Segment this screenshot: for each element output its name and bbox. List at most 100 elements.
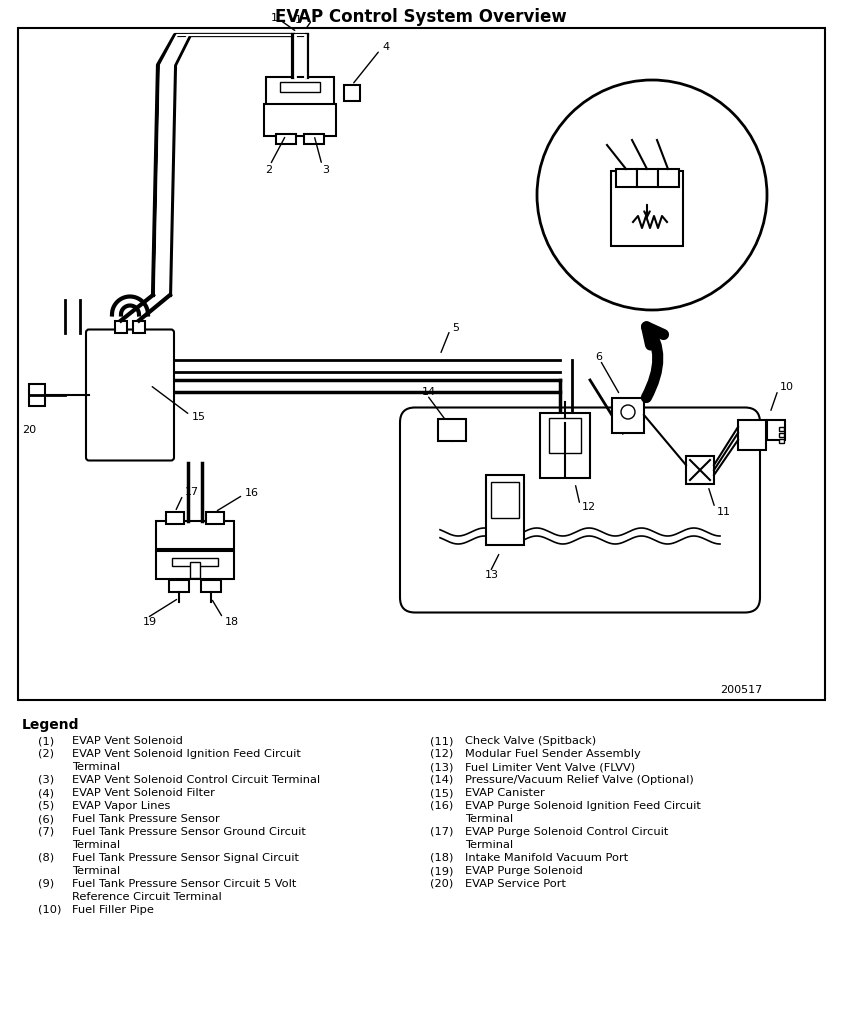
- Text: EVAP Canister: EVAP Canister: [465, 788, 545, 798]
- Text: (4): (4): [38, 788, 54, 798]
- Bar: [778, 433, 783, 437]
- Text: (18): (18): [430, 853, 454, 863]
- Text: (6): (6): [38, 814, 54, 824]
- Text: (5): (5): [38, 801, 54, 811]
- Bar: [304, 134, 324, 144]
- Text: 17: 17: [185, 487, 199, 497]
- Text: (10): (10): [38, 905, 62, 915]
- Text: (8): (8): [38, 853, 54, 863]
- Text: (14): (14): [430, 775, 454, 785]
- Circle shape: [621, 406, 635, 419]
- Bar: [172, 558, 218, 566]
- Text: Terminal: Terminal: [72, 840, 120, 850]
- Bar: [190, 562, 200, 578]
- Text: (16): (16): [430, 801, 454, 811]
- Text: EVAP Purge Solenoid: EVAP Purge Solenoid: [465, 866, 583, 876]
- Text: Fuel Filler Pipe: Fuel Filler Pipe: [72, 905, 154, 915]
- Bar: [438, 419, 466, 441]
- Text: 18: 18: [225, 617, 239, 627]
- Text: EVAP Purge Solenoid Control Circuit: EVAP Purge Solenoid Control Circuit: [465, 827, 668, 837]
- Bar: [266, 77, 334, 109]
- Text: (1): (1): [38, 736, 54, 746]
- Text: 6: 6: [595, 352, 602, 362]
- Text: Reference Circuit Terminal: Reference Circuit Terminal: [72, 892, 222, 902]
- Text: 2: 2: [265, 165, 272, 175]
- Text: 19: 19: [143, 617, 157, 627]
- Text: (9): (9): [38, 879, 54, 889]
- Text: EVAP Control System Overview: EVAP Control System Overview: [275, 8, 566, 26]
- Bar: [156, 521, 234, 549]
- Text: (19): (19): [430, 866, 454, 876]
- Bar: [738, 420, 766, 450]
- Text: 7: 7: [606, 132, 614, 142]
- FancyBboxPatch shape: [400, 408, 760, 612]
- Text: (17): (17): [430, 827, 454, 837]
- Text: (12): (12): [430, 749, 454, 759]
- Text: 11: 11: [717, 507, 731, 517]
- Text: Pressure/Vacuum Relief Valve (Optional): Pressure/Vacuum Relief Valve (Optional): [465, 775, 694, 785]
- Text: EVAP Vent Solenoid: EVAP Vent Solenoid: [72, 736, 183, 746]
- Bar: [658, 169, 679, 187]
- Text: Modular Fuel Sender Assembly: Modular Fuel Sender Assembly: [465, 749, 641, 759]
- Text: Terminal: Terminal: [72, 866, 120, 876]
- Text: 9: 9: [657, 127, 663, 137]
- FancyBboxPatch shape: [86, 330, 174, 461]
- Bar: [206, 512, 224, 524]
- Bar: [615, 169, 636, 187]
- Text: (2): (2): [38, 749, 54, 759]
- Text: Fuel Tank Pressure Sensor Signal Circuit: Fuel Tank Pressure Sensor Signal Circuit: [72, 853, 299, 863]
- Bar: [115, 321, 127, 333]
- Bar: [686, 456, 714, 484]
- Circle shape: [537, 80, 767, 310]
- Text: Legend: Legend: [22, 718, 79, 732]
- Text: 16: 16: [245, 488, 259, 498]
- Bar: [276, 134, 296, 144]
- Text: 15: 15: [192, 412, 206, 422]
- Text: 3: 3: [322, 165, 329, 175]
- Text: Terminal: Terminal: [72, 762, 120, 772]
- Bar: [156, 551, 234, 579]
- Text: 5: 5: [452, 323, 459, 333]
- Bar: [778, 427, 783, 431]
- Text: EVAP Service Port: EVAP Service Port: [465, 879, 566, 889]
- Text: Terminal: Terminal: [465, 814, 513, 824]
- Bar: [133, 321, 145, 333]
- Text: Check Valve (Spitback): Check Valve (Spitback): [465, 736, 596, 746]
- Text: 8: 8: [631, 127, 638, 137]
- Text: Terminal: Terminal: [465, 840, 513, 850]
- Text: Fuel Tank Pressure Sensor Ground Circuit: Fuel Tank Pressure Sensor Ground Circuit: [72, 827, 306, 837]
- Bar: [540, 413, 590, 477]
- Text: (20): (20): [430, 879, 454, 889]
- Bar: [549, 418, 581, 453]
- Text: 1: 1: [295, 15, 302, 25]
- Text: EVAP Vapor Lines: EVAP Vapor Lines: [72, 801, 170, 811]
- Bar: [280, 82, 320, 92]
- Text: 12: 12: [582, 502, 596, 512]
- Bar: [166, 512, 184, 524]
- Text: Fuel Tank Pressure Sensor Circuit 5 Volt: Fuel Tank Pressure Sensor Circuit 5 Volt: [72, 879, 297, 889]
- Text: (15): (15): [430, 788, 454, 798]
- Bar: [612, 397, 644, 432]
- Bar: [344, 85, 360, 101]
- Bar: [201, 580, 221, 592]
- Text: 10: 10: [780, 382, 794, 392]
- Bar: [264, 104, 336, 136]
- Text: 4: 4: [382, 42, 389, 52]
- Text: 1: 1: [271, 13, 278, 23]
- Bar: [636, 169, 658, 187]
- Text: (7): (7): [38, 827, 54, 837]
- Text: 20: 20: [22, 425, 36, 435]
- Text: 14: 14: [422, 387, 436, 397]
- Bar: [29, 384, 45, 406]
- Text: (11): (11): [430, 736, 454, 746]
- Bar: [767, 420, 785, 440]
- Text: EVAP Purge Solenoid Ignition Feed Circuit: EVAP Purge Solenoid Ignition Feed Circui…: [465, 801, 701, 811]
- Bar: [611, 171, 683, 246]
- Bar: [486, 475, 524, 545]
- Text: (13): (13): [430, 762, 454, 772]
- Bar: [778, 439, 783, 443]
- Bar: [491, 482, 519, 518]
- Text: EVAP Vent Solenoid Control Circuit Terminal: EVAP Vent Solenoid Control Circuit Termi…: [72, 775, 320, 785]
- Bar: [18, 28, 825, 700]
- Text: (3): (3): [38, 775, 54, 785]
